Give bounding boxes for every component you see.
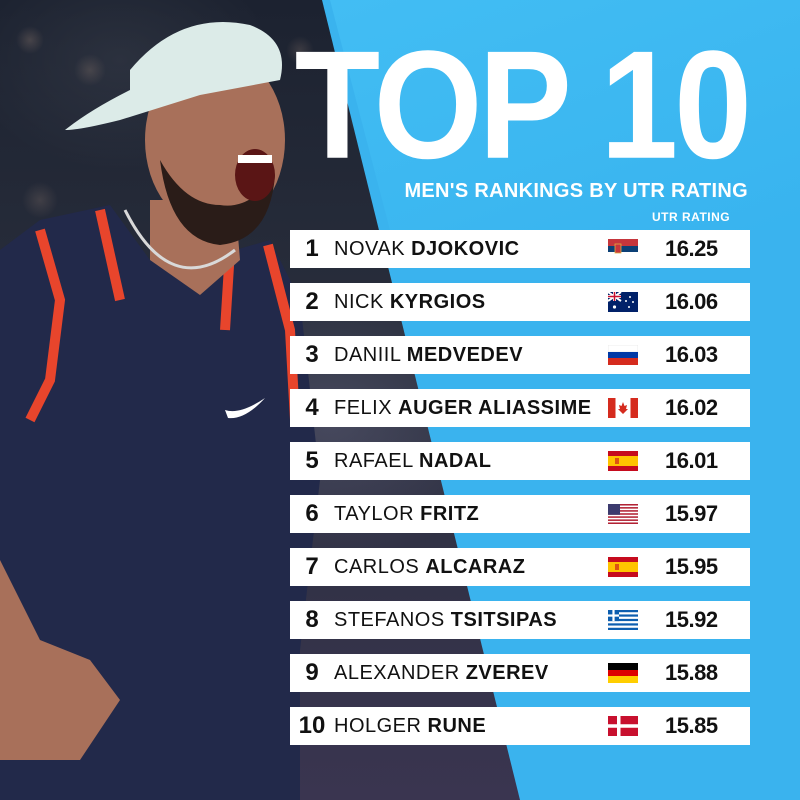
rank-number: 7 (305, 553, 319, 580)
player-last-name: MEDVEDEV (406, 343, 524, 366)
rank-number: 3 (305, 341, 319, 368)
player-name: TAYLOR FRITZ (334, 503, 479, 526)
spain-flag (608, 557, 638, 577)
player-last-name: AUGER ALIASSIME (398, 396, 592, 419)
greece-flag (608, 610, 638, 630)
ranking-row: 1 NOVAK DJOKOVIC 16.25 (290, 230, 750, 268)
rank-number: 5 (305, 447, 319, 474)
rank-number: 4 (305, 394, 319, 421)
player-last-name: TSITSIPAS (450, 608, 558, 631)
rank-number: 1 (305, 235, 319, 262)
player-last-name: NADAL (419, 449, 492, 472)
player-first-name: FELIX (334, 396, 393, 419)
player-first-name: CARLOS (334, 555, 420, 578)
spain-flag (608, 451, 638, 471)
player-name: DANIIL MEDVEDEV (334, 344, 523, 367)
player-last-name: FRITZ (420, 502, 480, 525)
serbia-flag (608, 239, 638, 259)
player-name: RAFAEL NADAL (334, 450, 492, 473)
utr-rating: 16.01 (665, 448, 718, 473)
canada-flag (608, 398, 638, 418)
ranking-row: 7 CARLOS ALCARAZ 15.95 (290, 548, 750, 586)
rankings-list: 1 NOVAK DJOKOVIC 16.25 2 NICK KYRGIOS 16.06 3 D… (290, 230, 750, 760)
ranking-row: 2 NICK KYRGIOS 16.06 (290, 283, 750, 321)
ranking-row: 5 RAFAEL NADAL 16.01 (290, 442, 750, 480)
ranking-row: 4 FELIX AUGER ALIASSIME 16.02 (290, 389, 750, 427)
player-first-name: NICK (334, 290, 384, 313)
player-last-name: RUNE (427, 714, 487, 737)
player-last-name: KYRGIOS (389, 290, 486, 313)
utr-rating: 15.97 (665, 501, 718, 526)
russia-flag (608, 345, 638, 365)
utr-rating: 15.88 (665, 660, 718, 685)
player-first-name: STEFANOS (334, 608, 445, 631)
player-first-name: HOLGER (334, 714, 422, 737)
utr-rating: 16.03 (665, 342, 718, 367)
player-last-name: ALCARAZ (425, 555, 526, 578)
rank-number: 2 (305, 288, 319, 315)
player-last-name: DJOKOVIC (411, 237, 520, 260)
player-first-name: TAYLOR (334, 502, 415, 525)
rank-number: 10 (298, 712, 326, 739)
utr-rating: 16.25 (665, 236, 718, 261)
player-first-name: NOVAK (334, 237, 406, 260)
page-title: TOP 10 (294, 18, 752, 191)
player-first-name: RAFAEL (334, 449, 413, 472)
page-subtitle: MEN'S RANKINGS BY UTR RATING (404, 180, 748, 202)
rating-column-label: UTR RATING (652, 210, 731, 224)
player-name: FELIX AUGER ALIASSIME (334, 397, 592, 420)
ranking-row: 8 STEFANOS TSITSIPAS 15.92 (290, 601, 750, 639)
utr-rating: 16.06 (665, 289, 718, 314)
denmark-flag (608, 716, 638, 736)
utr-rating: 16.02 (665, 395, 718, 420)
utr-rating: 15.92 (665, 607, 718, 632)
utr-rating: 15.85 (665, 713, 718, 738)
player-name: STEFANOS TSITSIPAS (334, 609, 557, 632)
ranking-row: 6 TAYLOR FRITZ 15.97 (290, 495, 750, 533)
germany-flag (608, 663, 638, 683)
rank-number: 8 (305, 606, 319, 633)
player-name: HOLGER RUNE (334, 715, 486, 738)
ranking-row: 3 DANIIL MEDVEDEV 16.03 (290, 336, 750, 374)
player-last-name: ZVEREV (465, 661, 549, 684)
player-name: CARLOS ALCARAZ (334, 556, 525, 579)
ranking-row: 10 HOLGER RUNE 15.85 (290, 707, 750, 745)
player-first-name: DANIIL (334, 343, 401, 366)
australia-flag (608, 292, 638, 312)
player-name: NICK KYRGIOS (334, 291, 486, 314)
player-name: NOVAK DJOKOVIC (334, 238, 520, 261)
player-first-name: ALEXANDER (334, 661, 460, 684)
usa-flag (608, 504, 638, 524)
player-name: ALEXANDER ZVEREV (334, 662, 549, 685)
ranking-row: 9 ALEXANDER ZVEREV 15.88 (290, 654, 750, 692)
player-figure (0, 22, 320, 800)
rank-number: 6 (305, 500, 319, 527)
rank-number: 9 (305, 659, 319, 686)
utr-rating: 15.95 (665, 554, 718, 579)
